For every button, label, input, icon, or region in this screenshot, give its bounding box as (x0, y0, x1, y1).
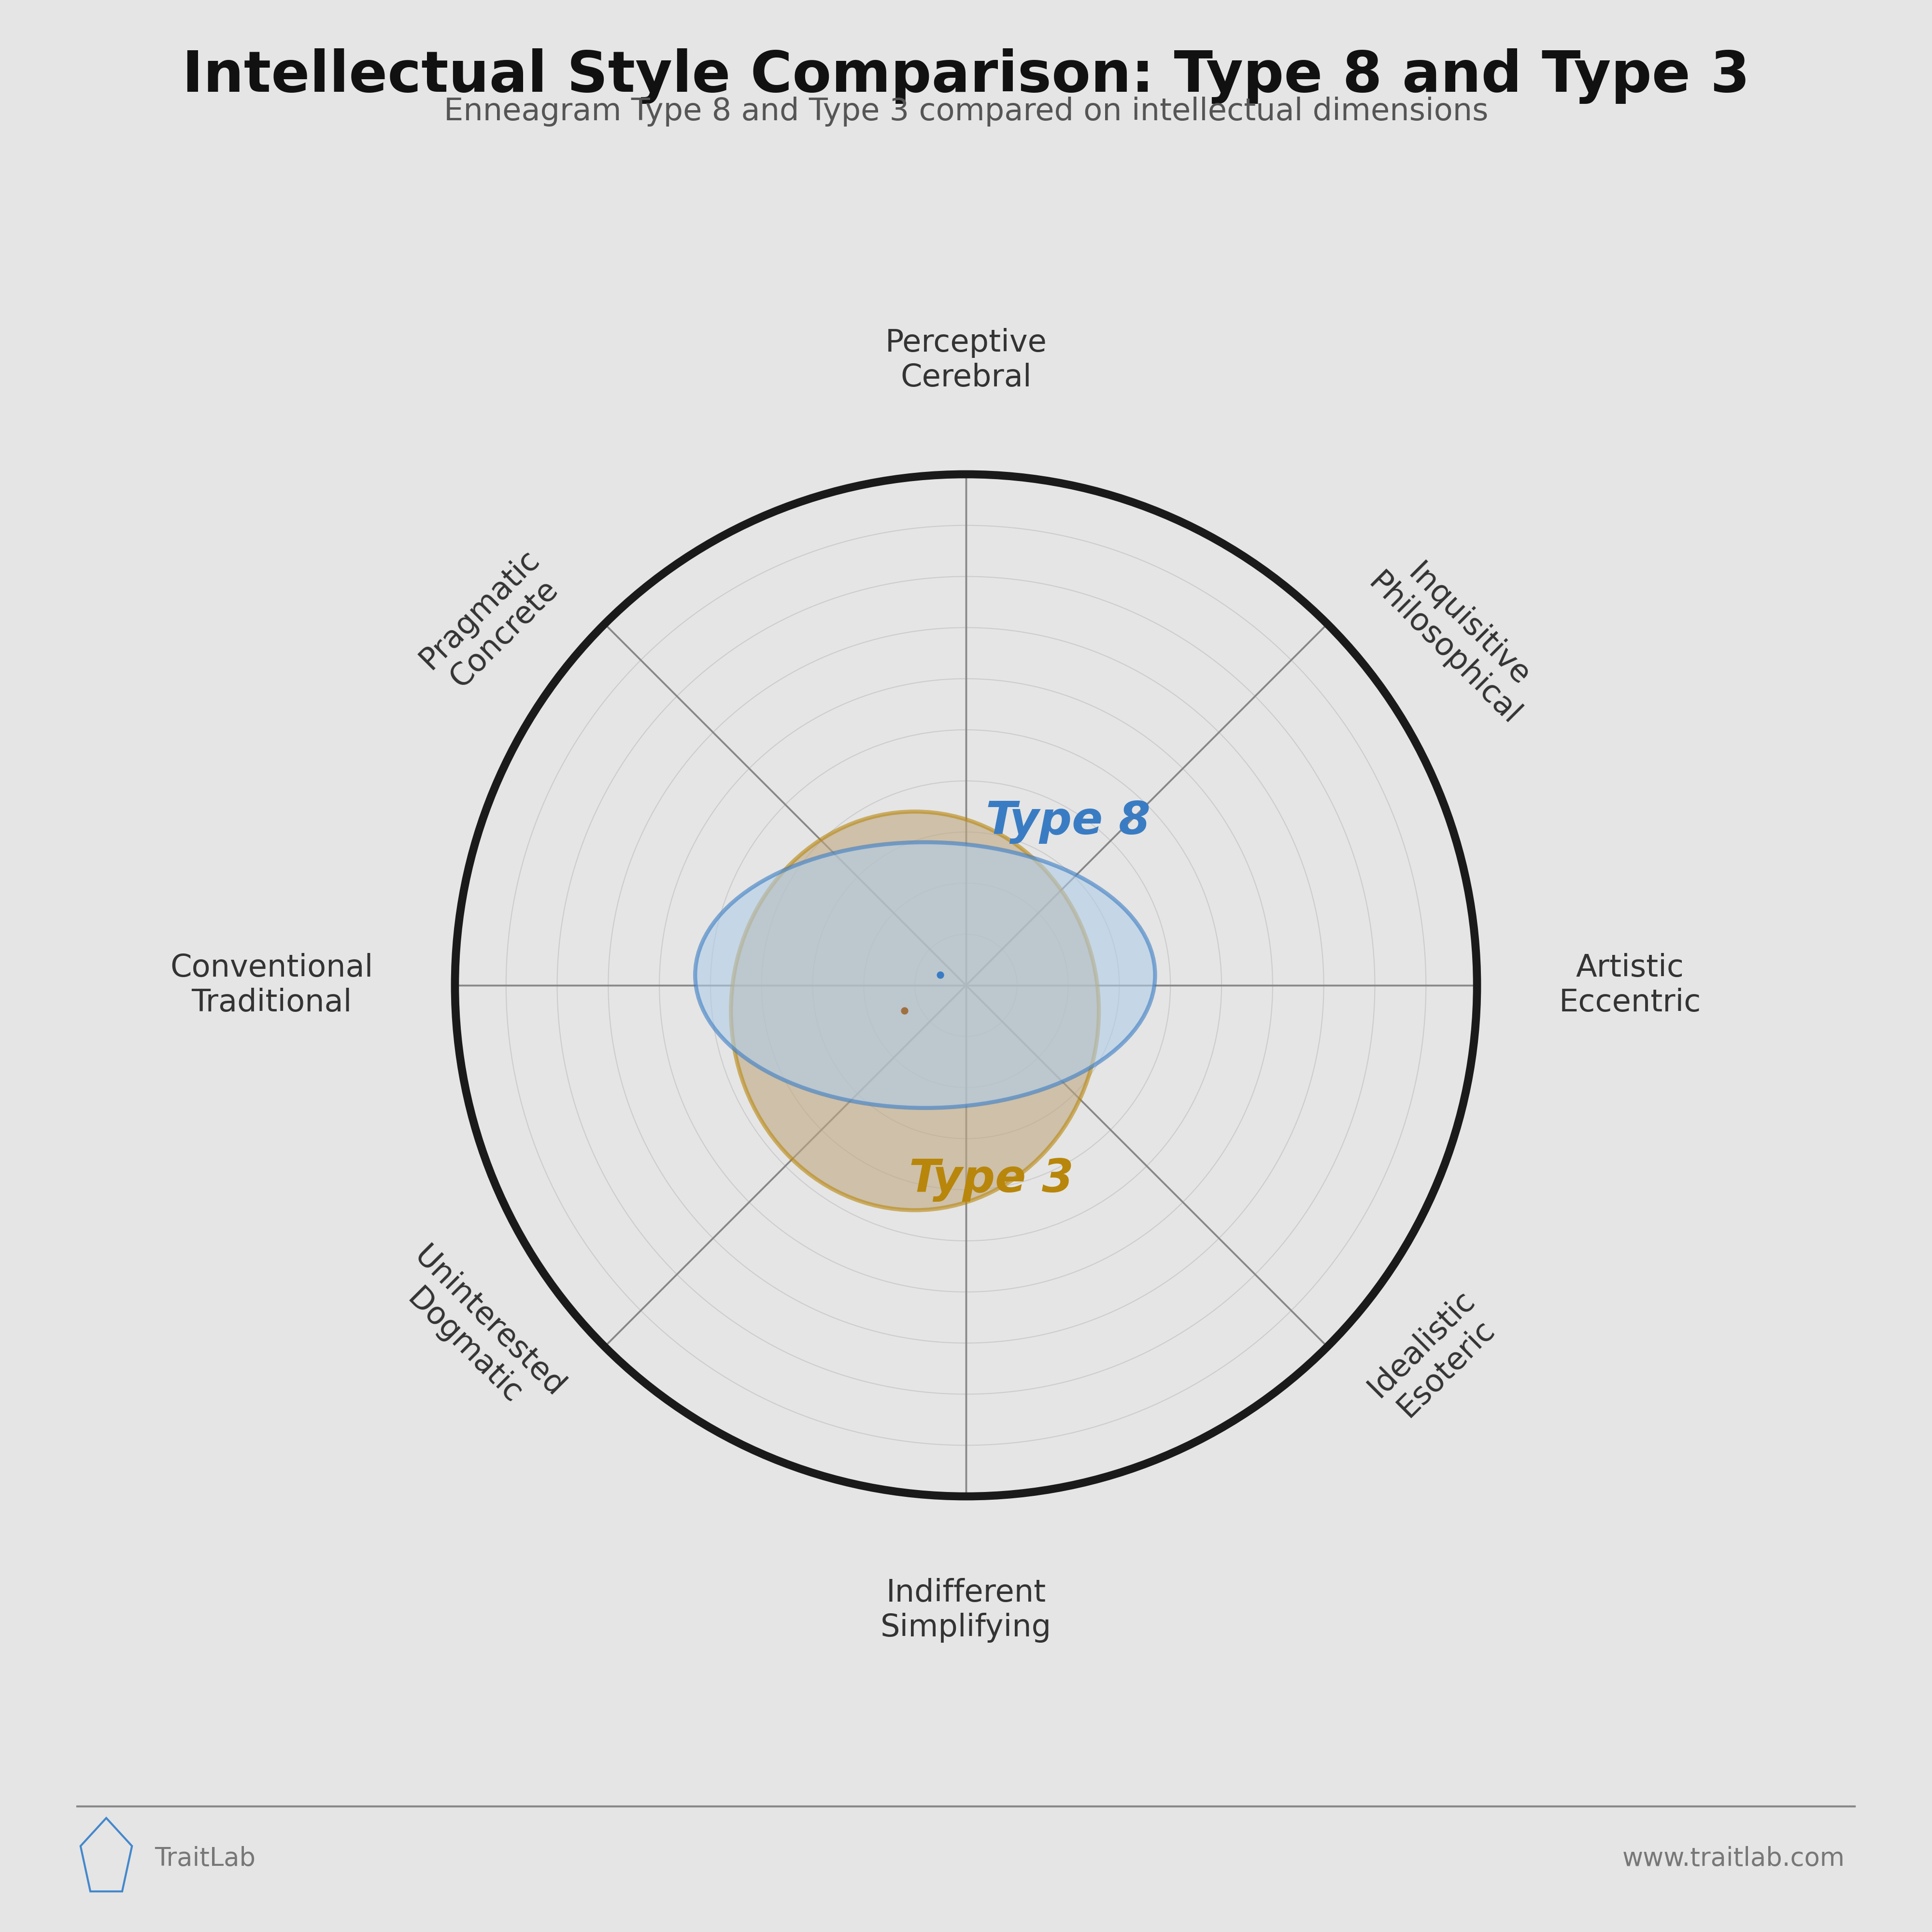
Text: Intellectual Style Comparison: Type 8 and Type 3: Intellectual Style Comparison: Type 8 an… (182, 48, 1750, 104)
Text: Type 3: Type 3 (910, 1157, 1074, 1202)
Text: Uninterested
Dogmatic: Uninterested Dogmatic (383, 1240, 570, 1428)
Text: Inquisitive
Philosophical: Inquisitive Philosophical (1362, 543, 1549, 730)
Text: Pragmatic
Concrete: Pragmatic Concrete (413, 543, 570, 699)
Point (889, 995, 920, 1026)
Text: Type 8: Type 8 (985, 800, 1151, 844)
Text: TraitLab: TraitLab (155, 1847, 255, 1870)
Ellipse shape (730, 811, 1099, 1209)
Text: Enneagram Type 8 and Type 3 compared on intellectual dimensions: Enneagram Type 8 and Type 3 compared on … (444, 97, 1488, 128)
Text: www.traitlab.com: www.traitlab.com (1623, 1847, 1845, 1870)
Ellipse shape (696, 842, 1155, 1107)
Text: Perceptive
Cerebral: Perceptive Cerebral (885, 328, 1047, 392)
Text: Conventional
Traditional: Conventional Traditional (170, 952, 373, 1018)
Text: Artistic
Eccentric: Artistic Eccentric (1559, 952, 1700, 1018)
Point (925, 960, 956, 991)
Text: Indifferent
Simplifying: Indifferent Simplifying (881, 1578, 1051, 1642)
Text: Idealistic
Esoteric: Idealistic Esoteric (1362, 1285, 1505, 1428)
